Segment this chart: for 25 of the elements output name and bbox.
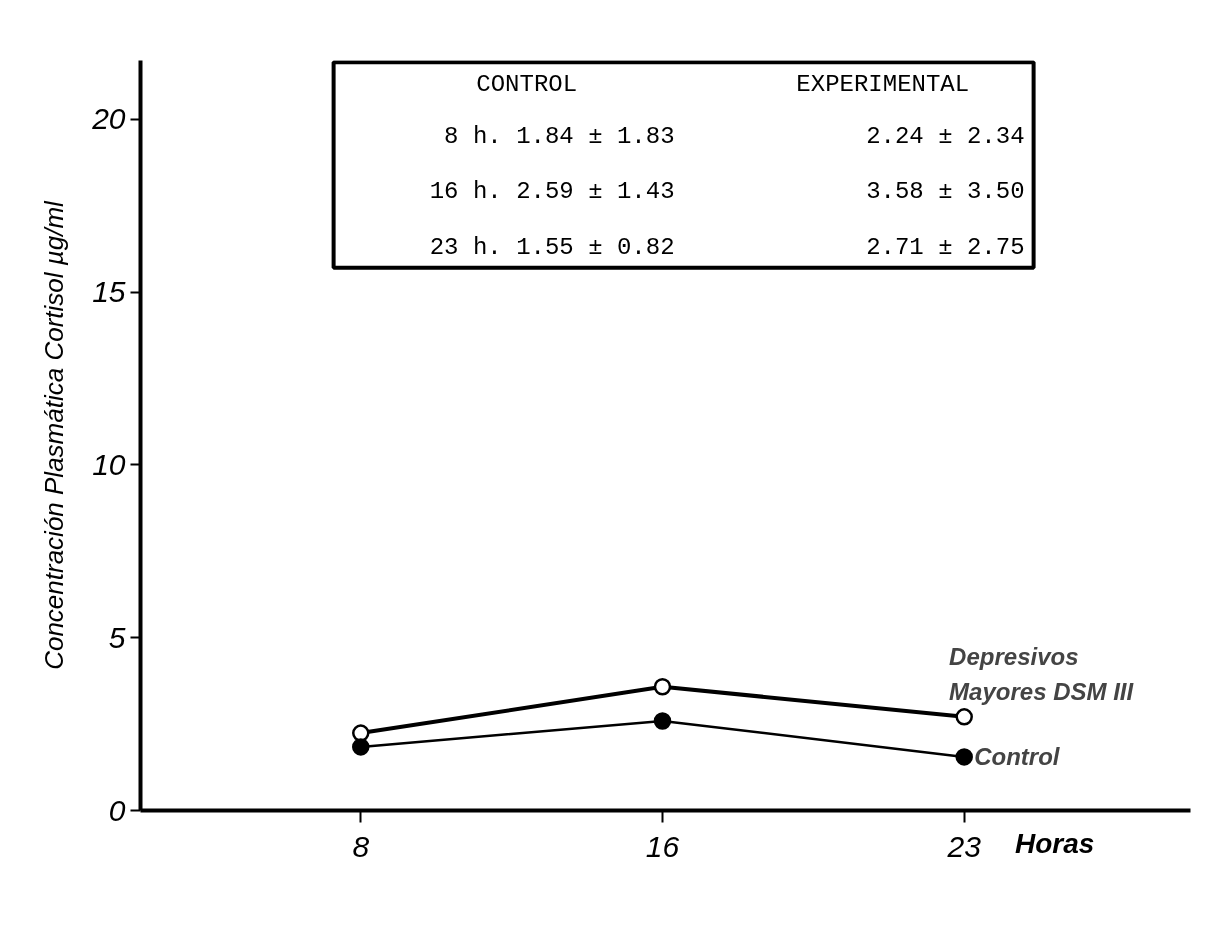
annotation: 8 h. 1.84 ± 1.83 [444, 123, 675, 151]
point [955, 748, 973, 766]
point [653, 678, 672, 696]
annotation: 2.24 ± 2.34 [866, 123, 1025, 151]
x-tick-label: 16 [645, 829, 680, 863]
series-label: Control [974, 743, 1061, 771]
annotation: 23 h. 1.55 ± 0.82 [429, 233, 675, 261]
point [653, 712, 672, 730]
x-tick-label: 8 [352, 829, 370, 863]
y-tick-label: 15 [92, 275, 126, 309]
point [955, 708, 973, 726]
y-tick-label: 0 [108, 793, 126, 827]
annotation: 16 h. 2.59 ± 1.43 [429, 178, 675, 206]
x-tick-label: 23 [946, 829, 982, 863]
y-tick-label: 10 [92, 447, 126, 481]
annotation: EXPERIMENTAL [796, 71, 970, 99]
y-tick-label: 20 [91, 102, 126, 136]
point [352, 738, 370, 756]
series-label: Depresivos Mayores DSM III [949, 642, 1135, 705]
y-axis-title: Concentración Plasmática Cortisol µg/ml [39, 199, 70, 670]
x-axis-title: Horas [1015, 827, 1095, 859]
annotation: 2.71 ± 2.75 [866, 233, 1025, 261]
y-tick-label: 5 [108, 620, 126, 654]
annotation: 3.58 ± 3.50 [866, 178, 1025, 206]
annotation: CONTROL [476, 71, 578, 99]
